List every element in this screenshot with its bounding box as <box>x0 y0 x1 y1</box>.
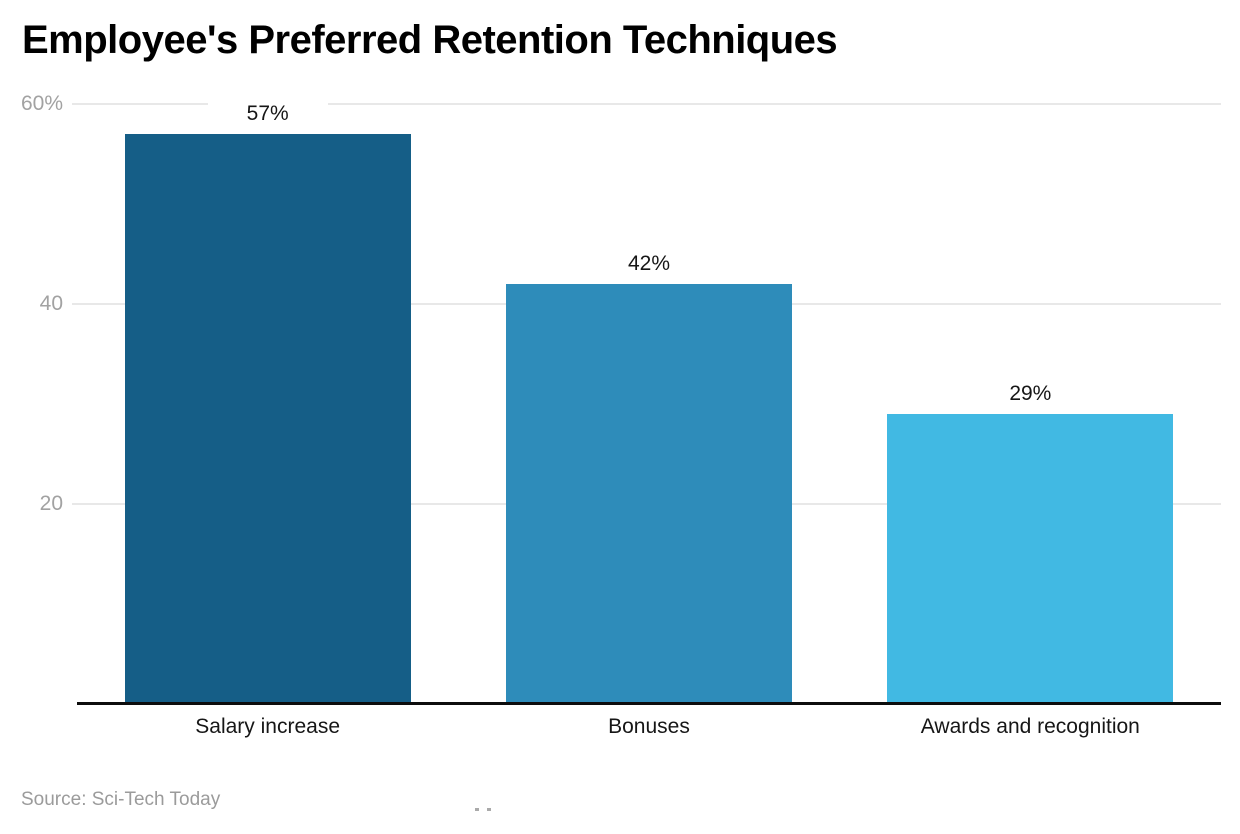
y-tick-label-40: 40 <box>39 292 63 315</box>
bar-salary-increase <box>125 134 411 704</box>
source-note: Source: Sci-Tech Today <box>21 789 221 810</box>
x-axis-line <box>77 702 1221 705</box>
x-category-label-bonuses: Bonuses <box>608 715 690 738</box>
bar-value-label-salary-increase: 57% <box>207 101 328 127</box>
x-category-label-awards-and-recognition: Awards and recognition <box>920 715 1140 738</box>
bar-value-label-bonuses: 42% <box>589 251 709 277</box>
bar-value-label-awards-and-recognition: 29% <box>970 381 1091 407</box>
chart-title: Employee's Preferred Retention Technique… <box>22 18 838 62</box>
x-category-label-salary-increase: Salary increase <box>195 715 341 738</box>
bar-bonuses <box>506 284 792 704</box>
y-tick-label-20: 20 <box>39 492 63 515</box>
y-tick-label-60: 60% <box>20 92 63 115</box>
watermark-dot-right <box>487 808 491 811</box>
bar-awards-and-recognition <box>887 414 1173 704</box>
watermark-dot-left <box>475 808 479 811</box>
gridline-60 <box>72 103 1221 105</box>
